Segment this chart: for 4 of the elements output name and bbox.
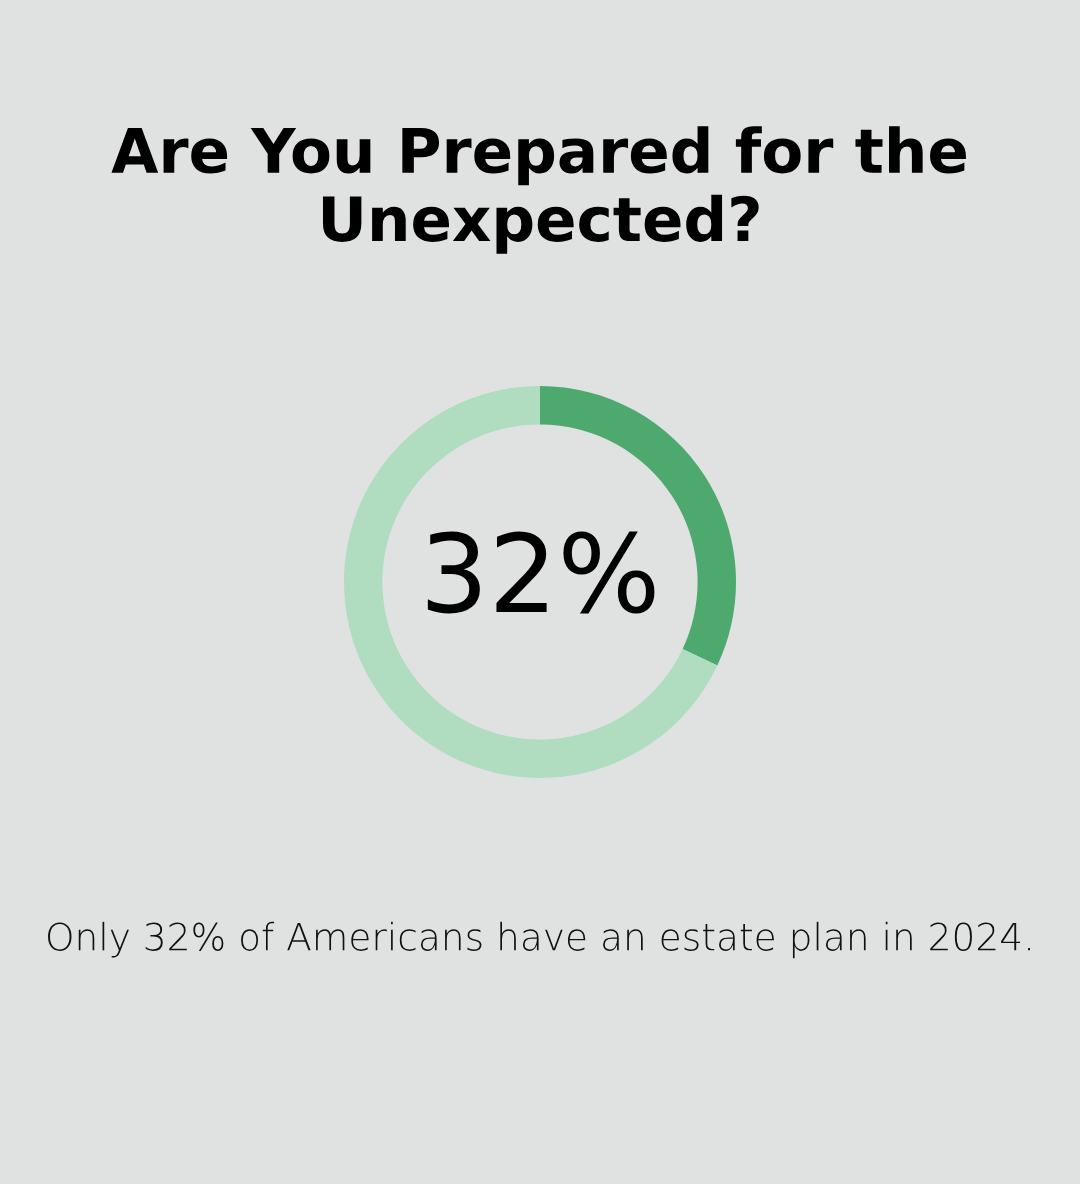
chart-title: Are You Prepared for the Unexpected? xyxy=(111,126,966,254)
donut-slice xyxy=(344,385,718,778)
text: 32% xyxy=(427,531,655,614)
text: Only 32% of Americans have an estate plan in 2024. xyxy=(48,921,1030,959)
